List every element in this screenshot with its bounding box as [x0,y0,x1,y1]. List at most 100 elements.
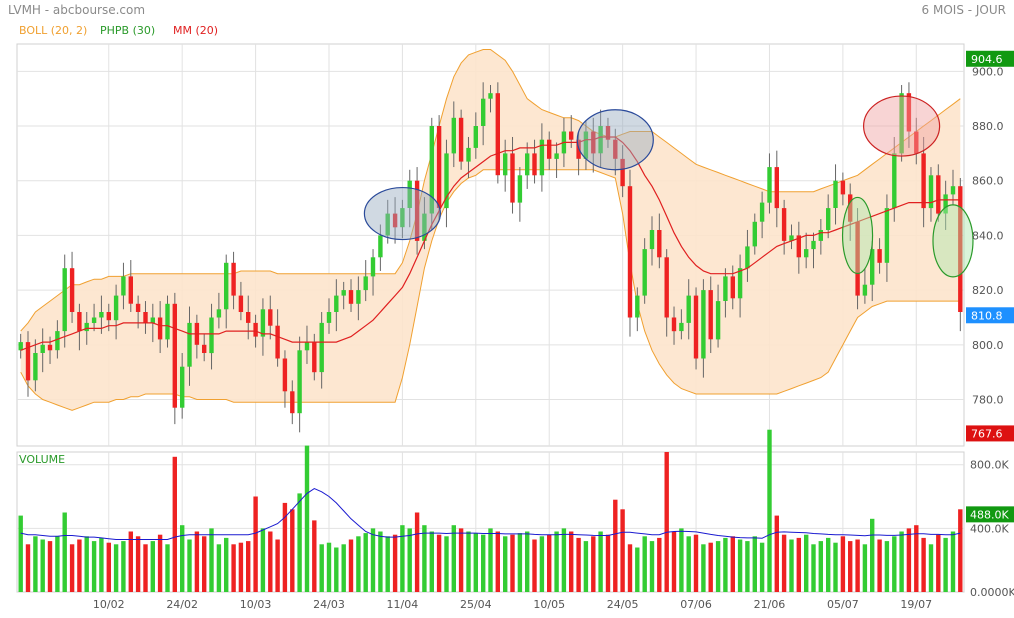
candle-body [517,175,523,203]
volume-bar [356,536,361,592]
volume-tick-label: 800.0K [970,459,1009,472]
candle-body [33,353,38,381]
candle-body [444,153,449,209]
candle-body [591,131,596,154]
volume-bar [848,541,853,592]
volume-bar [297,493,302,592]
volume-bar [532,539,537,592]
candle-body [209,317,214,354]
candle-body [451,117,456,154]
volume-bar [583,541,589,592]
volume-title: VOLUME [19,453,65,466]
volume-bar [113,544,119,592]
volume-bar [627,544,633,592]
candle-body [708,290,713,340]
volume-bar [958,509,963,592]
volume-bar [525,531,530,592]
volume-bar [510,534,515,592]
volume-bar [466,531,471,592]
candle-body [679,322,684,332]
bollinger-lower-line [20,169,961,411]
volume-bar [943,537,948,592]
candle-body [84,322,89,332]
candle-body [642,249,647,296]
volume-bar [826,537,831,592]
volume-bar [150,541,155,592]
candle-body [627,186,633,318]
candle-body [473,126,478,148]
candle-body [128,276,133,304]
volume-bar [693,534,699,592]
volume-bar [444,536,449,592]
annotation-circle-blue [576,109,654,171]
volume-bar [906,528,912,592]
volume-bar [128,531,133,592]
legend-mm: MM (20) [173,24,218,37]
candle-body [180,366,185,408]
chart-period: 6 MOIS - JOUR [922,3,1006,17]
price-tick-label: 800.0 [972,339,1004,352]
candle-body [216,309,222,318]
candle-body [400,208,405,228]
candle-body [268,309,273,326]
volume-bar [892,536,897,592]
volume-bar [246,541,251,592]
volume-bar [503,536,508,592]
candle-body [547,139,552,159]
candle-body [921,153,926,209]
price-badge [966,50,1014,67]
volume-bar [275,539,280,592]
volume-bar [840,536,846,592]
candle-body [356,290,361,304]
candle-body [862,284,868,296]
volume-bar [180,525,185,592]
candle-body [657,230,662,258]
candle-body [503,153,508,176]
x-tick-label: 10/02 [93,598,125,611]
candle-body [495,93,500,176]
candle-body [238,295,244,312]
volume-bar [370,528,376,592]
annotation-circle-red [863,95,941,157]
candle-body [150,317,155,323]
x-tick-label: 10/03 [240,598,272,611]
candle-body [774,167,779,209]
price-tick-label: 820.0 [972,284,1004,297]
candle-body [569,131,574,140]
candle-body [664,257,669,318]
volume-bar [642,536,647,592]
volume-bar [392,534,398,592]
candle-body [583,131,589,159]
volume-bar [334,547,339,592]
candle-body [290,391,295,414]
volume-bar [202,536,207,592]
candle-body [436,126,442,208]
volume-bar [620,509,625,592]
x-tick-label: 10/05 [533,598,565,611]
x-tick-label: 19/07 [900,598,932,611]
volume-bar [745,541,750,592]
candle-body [260,309,266,337]
candle-body [304,342,310,351]
candle-body [554,153,559,159]
volume-bar [224,537,229,592]
volume-bar [576,537,581,592]
candle-body [458,117,464,162]
volume-bar [657,537,662,592]
volume-bar [833,542,838,592]
candle-body [781,208,787,241]
candle-body [848,194,853,222]
candle-body [605,126,611,140]
volume-bar [268,531,273,592]
candle-body [928,175,934,209]
volume-bar [385,536,390,592]
candle-body [737,268,743,299]
volume-bar [135,536,141,592]
x-tick-label: 11/04 [387,598,419,611]
price-badge-label: 810.8 [971,309,1003,322]
candle-body [157,317,163,340]
volume-bar [363,533,368,592]
volume-bar [33,536,38,592]
candle-body [422,213,427,241]
volume-bar [789,539,794,592]
